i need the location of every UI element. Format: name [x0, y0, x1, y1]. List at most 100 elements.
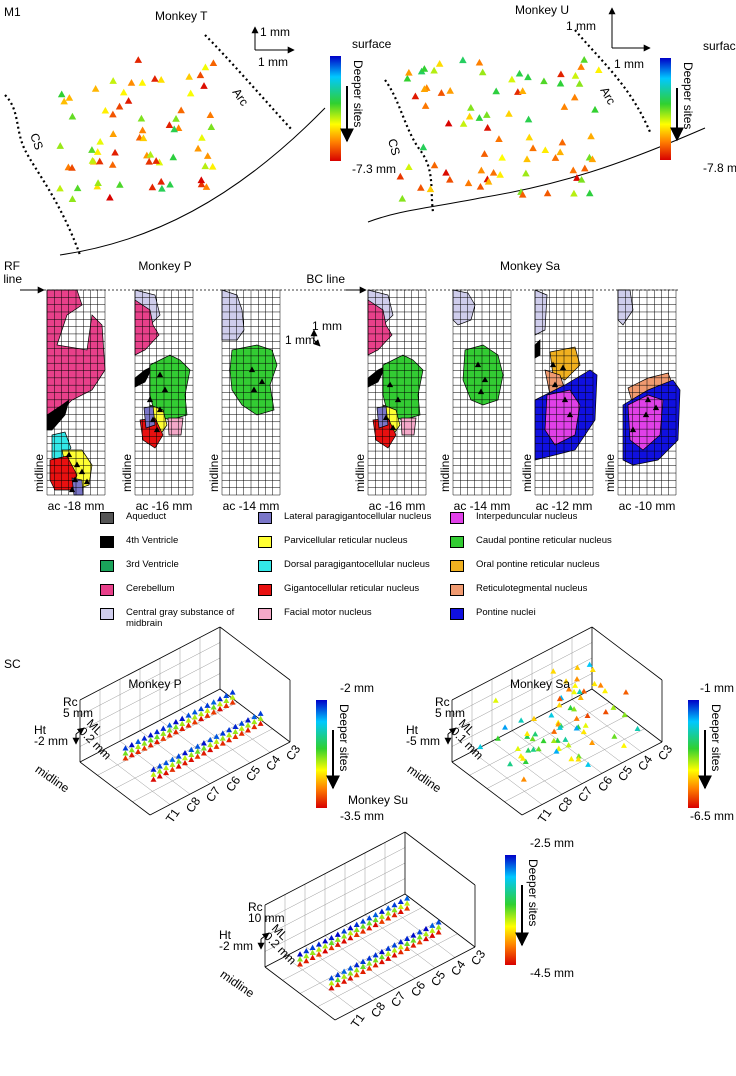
- site: [410, 942, 417, 948]
- site: [147, 732, 154, 738]
- site: [429, 932, 436, 938]
- site: [138, 78, 147, 86]
- site: [57, 90, 66, 98]
- site: [179, 720, 186, 726]
- segment-label: C3: [655, 742, 675, 763]
- site: [642, 411, 650, 418]
- site: [322, 948, 329, 954]
- colorbar-caption: Deeper sites: [681, 62, 695, 129]
- legend-swatch: [258, 608, 272, 620]
- site: [111, 148, 119, 156]
- axis-label: 5 mm: [435, 706, 465, 720]
- box-edge: [504, 728, 645, 802]
- axis-label: -2 mm: [219, 939, 253, 953]
- site: [169, 153, 178, 161]
- sulcus-label: CS: [385, 137, 403, 157]
- site: [148, 183, 157, 191]
- site: [568, 755, 575, 762]
- site: [188, 756, 195, 763]
- site: [322, 938, 329, 944]
- legend-label: Facial motor nucleus: [284, 607, 372, 618]
- site: [429, 927, 436, 933]
- site: [575, 756, 582, 762]
- site: [483, 111, 491, 118]
- site: [551, 728, 558, 734]
- colorbar: [660, 58, 671, 160]
- legend-label: 3rd Ventricle: [126, 559, 179, 570]
- site: [198, 710, 205, 717]
- site: [577, 63, 585, 70]
- legend-swatch: [100, 560, 114, 572]
- legend-item: Aqueduct: [100, 511, 258, 536]
- site: [398, 194, 407, 202]
- panel-title: Monkey Su: [348, 793, 408, 807]
- site: [410, 937, 417, 943]
- site: [83, 478, 91, 485]
- section: [534, 289, 598, 496]
- legend-swatch: [100, 512, 114, 524]
- site: [160, 735, 167, 741]
- site: [138, 126, 147, 134]
- site: [347, 934, 354, 941]
- site: [529, 144, 537, 152]
- nucleus-region: [462, 344, 504, 406]
- box-edge: [149, 741, 291, 816]
- site: [229, 689, 236, 695]
- colorbar-caption: Deeper sites: [526, 859, 540, 926]
- site: [573, 725, 580, 731]
- site: [245, 722, 251, 728]
- site: [78, 468, 86, 475]
- site: [478, 68, 487, 76]
- site: [420, 65, 429, 72]
- section: [46, 289, 106, 496]
- site: [154, 733, 160, 740]
- site: [165, 121, 174, 129]
- site: [385, 945, 392, 951]
- site: [341, 938, 348, 944]
- legend: Aqueduct 4th Ventricle 3rd Ventricle Cerebe…: [100, 511, 620, 632]
- site: [423, 925, 429, 932]
- site: [404, 940, 411, 946]
- site: [204, 702, 211, 708]
- site: [360, 918, 366, 924]
- site: [194, 144, 202, 152]
- site: [417, 183, 425, 191]
- scale-label: 1 mm: [566, 19, 596, 33]
- nucleus-region: [534, 339, 541, 359]
- site: [175, 763, 182, 769]
- site: [95, 157, 104, 165]
- site: [391, 901, 398, 908]
- site: [200, 750, 207, 756]
- legend-swatch: [450, 584, 464, 596]
- site: [145, 157, 153, 165]
- colorbar-caption: Deeper sites: [709, 704, 723, 771]
- site: [426, 185, 435, 193]
- site: [514, 745, 521, 751]
- site: [610, 704, 617, 710]
- site: [196, 71, 205, 79]
- nucleus-region: [534, 289, 548, 336]
- site: [245, 727, 251, 733]
- site: [238, 725, 245, 731]
- site: [207, 741, 214, 748]
- site: [209, 59, 218, 67]
- site: [366, 960, 373, 966]
- site: [163, 759, 170, 766]
- site: [245, 717, 251, 723]
- box-edge: [264, 878, 406, 952]
- site: [135, 748, 142, 754]
- site: [394, 396, 402, 403]
- site: [101, 106, 110, 114]
- scale-label: 1 mm: [258, 55, 288, 69]
- site: [559, 364, 567, 371]
- site: [372, 921, 379, 928]
- site: [522, 169, 530, 177]
- site: [232, 723, 239, 730]
- site: [179, 725, 186, 731]
- segment-label: C5: [428, 968, 448, 989]
- site: [156, 773, 163, 779]
- site: [416, 934, 423, 940]
- site: [108, 161, 117, 168]
- section-label: ac -14 mm: [454, 499, 511, 513]
